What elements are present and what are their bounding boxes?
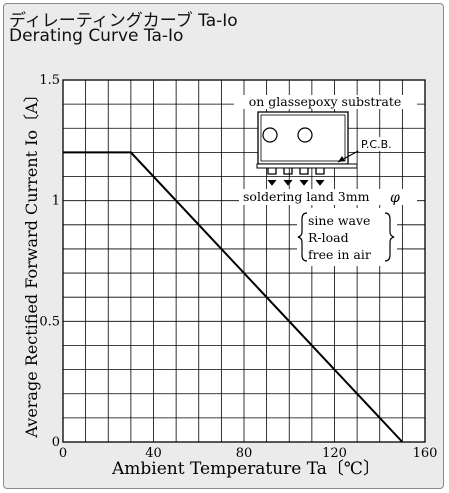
- condition-free-in-air: free in air: [308, 247, 371, 262]
- land-label: soldering land 3mm: [243, 189, 370, 204]
- tick-labels: 0 40 80 120 160 0 0.5 1 1.5: [39, 73, 437, 461]
- pcb-component-body: [257, 111, 349, 165]
- soldering-land-markers: [267, 179, 325, 186]
- y-tick-label: 0: [52, 435, 60, 450]
- phi-symbol: φ: [390, 190, 400, 206]
- pcb-component-outline: [260, 114, 346, 162]
- mounting-hole-left: [262, 127, 278, 143]
- substrate-label-bg: [234, 95, 417, 109]
- x-tick-label: 80: [236, 446, 253, 461]
- y-axis-label: Average Rectified Forward Current Io〔A〕: [22, 86, 41, 438]
- series-group: [63, 151, 404, 443]
- y-tick-label: 0.5: [39, 314, 60, 329]
- pcb-label: P.C.B.: [361, 138, 392, 151]
- left-brace: [297, 212, 308, 262]
- pcb-label-bg: [358, 137, 400, 151]
- x-tick-label: 160: [413, 446, 438, 461]
- pcb-board: [256, 163, 358, 169]
- substrate-label: on glassepoxy substrate: [249, 94, 402, 109]
- y-tick-label: 1.5: [39, 73, 60, 88]
- x-tick-label: 40: [145, 446, 162, 461]
- right-brace: [384, 212, 395, 262]
- condition-r-load: R-load: [308, 230, 349, 245]
- land-label-bg: [239, 189, 417, 205]
- chart-title-japanese: ディレーティングカーブ Ta-Io: [9, 11, 238, 31]
- condition-box: [297, 208, 397, 266]
- grid-lines: [63, 80, 425, 442]
- condition-sine-wave: sine wave: [308, 213, 370, 228]
- mounting-hole-right: [297, 127, 313, 143]
- plot-border: [62, 79, 426, 443]
- component-pins: [267, 168, 325, 175]
- y-tick-label: 1: [52, 194, 60, 209]
- x-tick-label: 120: [322, 446, 347, 461]
- inset-annotation: on glassepoxy substrate P.C.B. soldering…: [234, 94, 417, 266]
- chart-title-english: Derating Curve Ta-Io: [9, 26, 184, 46]
- x-axis-label: Ambient Temperature Ta〔℃〕: [111, 459, 380, 479]
- x-tick-label: 0: [59, 446, 67, 461]
- pcb-pointer-arrow: [338, 156, 345, 162]
- derating-curve-line: [63, 151, 404, 443]
